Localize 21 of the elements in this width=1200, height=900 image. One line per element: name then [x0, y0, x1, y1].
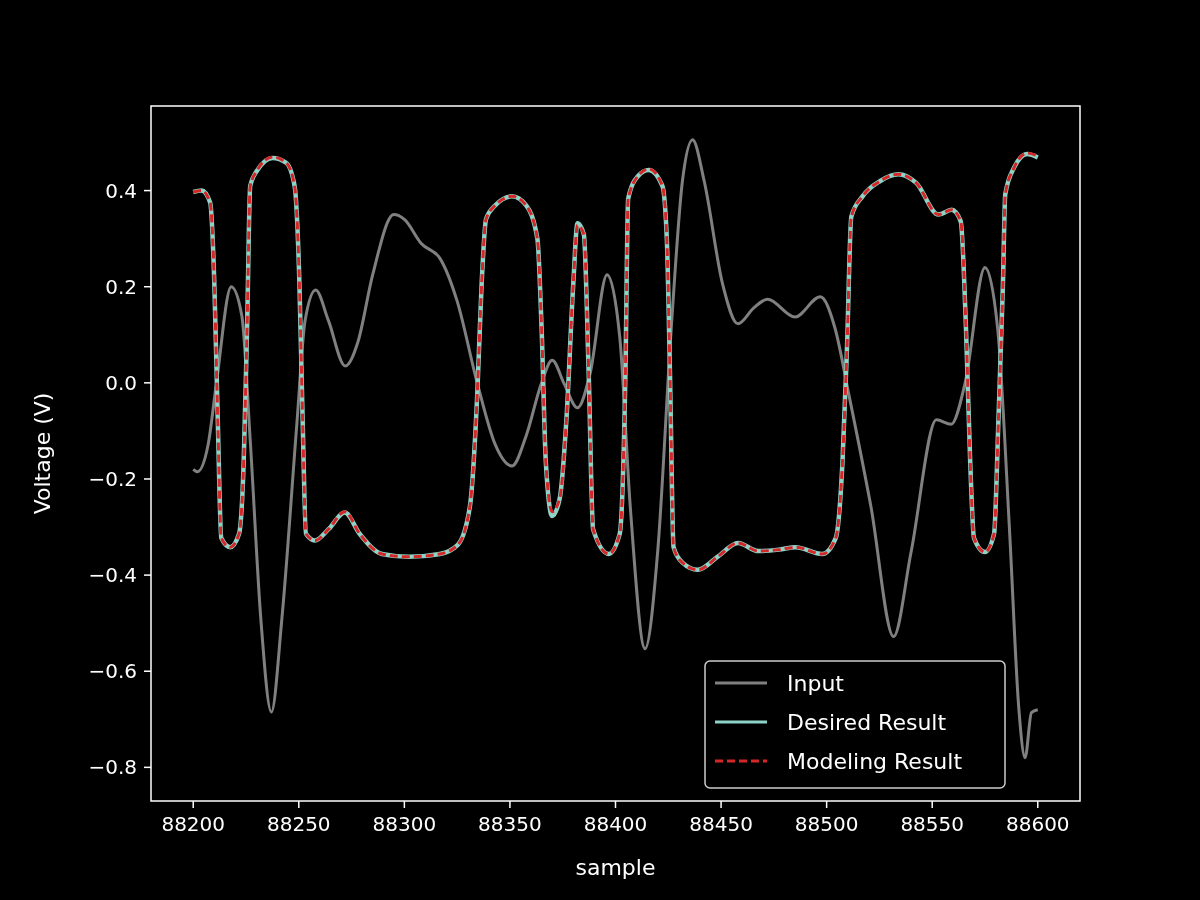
x-tick-label: 88550	[900, 812, 965, 836]
x-tick-label: 88350	[478, 812, 542, 836]
y-tick-label: −0.8	[88, 755, 137, 780]
y-tick-label: 0.4	[105, 178, 137, 203]
y-tick-label: −0.6	[88, 659, 137, 684]
y-tick-label: −0.4	[88, 563, 137, 588]
x-tick-label: 88250	[266, 812, 331, 836]
y-tick-label: 0.2	[105, 274, 137, 299]
legend-label: Input	[787, 670, 845, 696]
x-tick-label: 88400	[583, 812, 648, 836]
y-tick-label: −0.2	[88, 466, 137, 491]
x-axis-title: sample	[575, 855, 656, 880]
legend-label: Desired Result	[787, 709, 947, 735]
x-tick-label: 88500	[794, 812, 859, 836]
x-tick-label: 88200	[161, 812, 226, 836]
x-tick-label: 88600	[1005, 812, 1070, 836]
x-tick-label: 88450	[689, 812, 753, 836]
y-axis-title: Voltage (V)	[30, 392, 55, 515]
legend-label: Modeling Result	[787, 748, 963, 774]
y-tick-label: 0.0	[105, 370, 137, 395]
x-tick-label: 88300	[372, 812, 437, 836]
